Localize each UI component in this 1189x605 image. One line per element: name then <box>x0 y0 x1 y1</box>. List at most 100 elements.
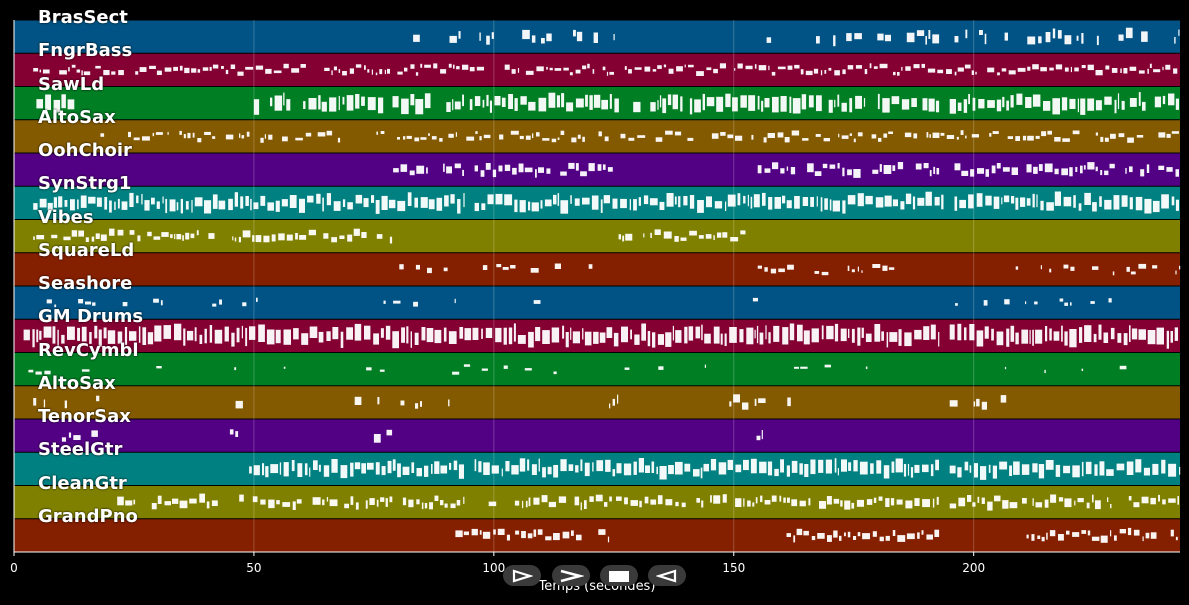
note <box>365 500 368 509</box>
note <box>574 496 580 506</box>
note <box>176 202 179 211</box>
note <box>742 402 749 410</box>
note <box>901 66 903 71</box>
note-group <box>33 63 1178 76</box>
note <box>829 164 836 169</box>
note <box>240 196 244 209</box>
note <box>644 66 651 72</box>
note <box>1110 530 1112 537</box>
forward-button[interactable] <box>552 565 590 586</box>
note <box>239 494 244 502</box>
note <box>94 325 98 339</box>
note <box>926 534 933 540</box>
note <box>652 69 657 72</box>
note <box>766 37 772 43</box>
note <box>242 230 251 238</box>
note <box>787 264 794 270</box>
play-button[interactable] <box>503 565 541 586</box>
note <box>129 331 137 341</box>
note <box>204 328 207 344</box>
note <box>308 229 316 236</box>
note <box>814 271 820 274</box>
note <box>1049 530 1056 537</box>
note <box>1092 494 1094 503</box>
note <box>322 499 325 506</box>
note <box>694 99 701 113</box>
note <box>249 326 256 340</box>
note <box>928 98 935 112</box>
stop-button[interactable] <box>600 565 638 586</box>
note <box>1129 197 1133 210</box>
note <box>1166 133 1171 138</box>
note <box>43 326 52 338</box>
note <box>1002 500 1009 509</box>
note <box>1178 29 1180 36</box>
note <box>934 529 940 537</box>
note <box>450 194 455 204</box>
note <box>620 133 626 139</box>
note <box>585 94 588 107</box>
note <box>1087 64 1094 71</box>
x-tick-label: 0 <box>10 561 18 575</box>
note <box>647 331 651 347</box>
note <box>481 203 486 210</box>
note <box>879 63 888 69</box>
note <box>688 64 694 68</box>
note <box>803 330 810 345</box>
note <box>1141 31 1148 42</box>
note <box>1073 195 1076 208</box>
note <box>703 463 709 472</box>
note <box>934 196 940 206</box>
note <box>141 194 143 205</box>
note <box>1038 36 1042 44</box>
note <box>1098 324 1102 340</box>
note <box>76 69 81 73</box>
note <box>449 462 452 470</box>
note <box>1108 298 1112 303</box>
note <box>474 165 478 172</box>
note <box>1025 97 1032 108</box>
note <box>331 70 333 76</box>
note <box>218 200 226 210</box>
note <box>542 330 550 344</box>
note <box>43 399 46 408</box>
note <box>256 297 258 302</box>
note <box>1126 266 1130 272</box>
note <box>397 200 406 212</box>
note <box>1174 327 1178 341</box>
note <box>305 132 312 137</box>
note <box>892 165 896 171</box>
note <box>560 200 569 214</box>
note <box>607 536 610 543</box>
note <box>496 264 502 268</box>
note <box>633 101 641 113</box>
note <box>768 197 773 210</box>
note <box>245 196 249 206</box>
note <box>1032 463 1038 473</box>
note <box>938 332 940 347</box>
note <box>191 68 197 73</box>
note <box>347 234 353 242</box>
note <box>434 495 439 501</box>
note <box>510 130 519 135</box>
note <box>802 197 809 206</box>
note <box>142 136 150 141</box>
note <box>970 169 975 177</box>
note <box>737 63 743 69</box>
note <box>384 69 386 75</box>
note <box>965 135 967 139</box>
note <box>851 328 855 343</box>
note <box>456 500 461 506</box>
note <box>157 495 162 504</box>
note <box>1063 196 1072 207</box>
rewind-button[interactable] <box>648 565 686 586</box>
note <box>1008 70 1016 75</box>
note <box>906 533 915 540</box>
note <box>443 267 448 272</box>
note <box>448 399 450 407</box>
note <box>1081 65 1086 69</box>
note <box>322 197 324 212</box>
note <box>316 193 321 204</box>
note <box>554 68 562 71</box>
note <box>696 71 704 76</box>
